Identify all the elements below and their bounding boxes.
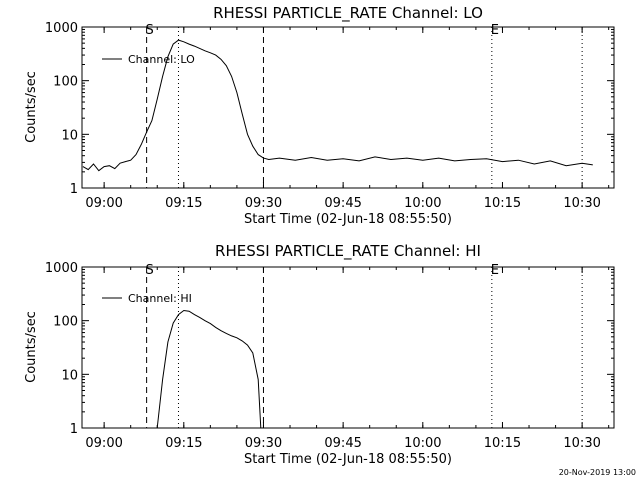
y-tick-label: 1000	[45, 21, 78, 36]
x-tick-label: 10:00	[404, 196, 441, 211]
legend-label: Channel: LO	[128, 53, 195, 66]
x-tick-label: 10:15	[484, 196, 521, 211]
x-tick-label: 09:00	[85, 196, 122, 211]
x-tick-label: 09:15	[165, 436, 202, 451]
x-tick-label: 10:15	[484, 436, 521, 451]
y-tick-label: 10	[61, 128, 78, 143]
chart-title: RHESSI PARTICLE_RATE Channel: LO	[213, 4, 483, 23]
series-line	[82, 39, 593, 172]
x-tick-label: 09:15	[165, 196, 202, 211]
panel-hi: RHESSI PARTICLE_RATE Channel: HI 09:00 09:…	[24, 242, 615, 467]
y-tick-label: 1	[70, 182, 78, 197]
time-marker-label: S	[145, 23, 153, 38]
y-tick-label: 1	[70, 422, 78, 437]
panel-lo: RHESSI PARTICLE_RATE Channel: LO 09:00 09:…	[24, 4, 615, 227]
x-tick-label: 09:45	[324, 196, 361, 211]
x-tick-label: 10:30	[563, 196, 600, 211]
plot-frame	[81, 266, 615, 429]
x-tick-label: 10:00	[404, 436, 441, 451]
x-tick-label: 09:00	[85, 436, 122, 451]
chart-title: RHESSI PARTICLE_RATE Channel: HI	[215, 242, 481, 261]
legend-label: Channel: HI	[128, 292, 192, 305]
y-tick-label: 100	[53, 75, 78, 90]
y-axis-label: Counts/sec	[24, 311, 39, 383]
time-marker-label: E	[491, 23, 499, 38]
y-tick-label: 10	[61, 368, 78, 383]
x-tick-label: 09:30	[245, 196, 282, 211]
x-axis-label: Start Time (02-Jun-18 08:55:50)	[244, 212, 452, 227]
series-line	[156, 309, 262, 429]
footer-timestamp: 20-Nov-2019 13:00	[559, 468, 636, 477]
x-tick-label: 09:45	[324, 436, 361, 451]
y-axis-label: Counts/sec	[24, 71, 39, 143]
time-marker-label: S	[145, 263, 153, 278]
x-tick-label: 09:30	[245, 436, 282, 451]
y-tick-label: 1000	[45, 261, 78, 276]
plot-frame	[81, 26, 615, 189]
time-marker-label: E	[491, 263, 499, 278]
x-tick-label: 10:30	[563, 436, 600, 451]
y-tick-label: 100	[53, 315, 78, 330]
x-axis-label: Start Time (02-Jun-18 08:55:50)	[244, 452, 452, 467]
